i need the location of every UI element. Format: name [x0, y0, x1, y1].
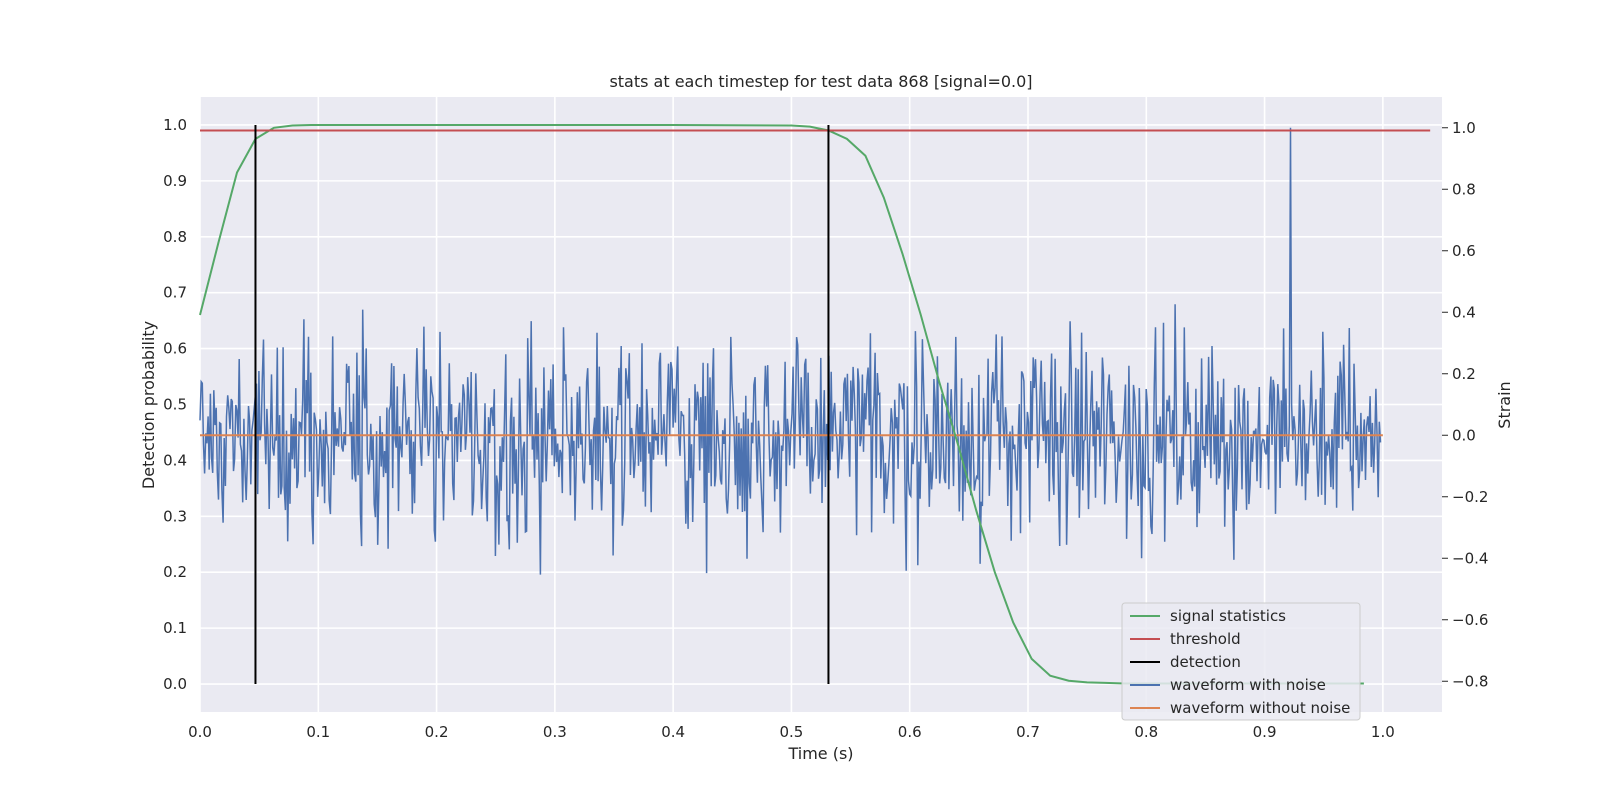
chart-title: stats at each timestep for test data 868…: [609, 72, 1032, 91]
legend-label-waveform-with-noise: waveform with noise: [1170, 676, 1326, 694]
x-tick-label: 0.1: [306, 723, 330, 741]
legend-label-waveform-without-noise: waveform without noise: [1170, 699, 1350, 717]
y2-tick-label: −0.4: [1452, 549, 1488, 567]
y-axis-label: Detection probability: [139, 321, 158, 489]
y-tick-label: 0.9: [163, 172, 187, 190]
legend-label-signal-statistics: signal statistics: [1170, 607, 1286, 625]
x-tick-label: 0.4: [661, 723, 685, 741]
y-tick-label: 1.0: [163, 116, 187, 134]
series-waveform-with-noise: [199, 127, 1382, 575]
x-tick-label: 0.8: [1134, 723, 1158, 741]
y2-axis-label: Strain: [1495, 381, 1514, 428]
y-tick-label: 0.4: [163, 451, 187, 469]
y-tick-label: 0.2: [163, 563, 187, 581]
series-signal-statistics: [199, 124, 1364, 685]
y-tick-label: 0.1: [163, 619, 187, 637]
legend-label-threshold: threshold: [1170, 630, 1241, 648]
y2-tick-label: −0.6: [1452, 611, 1488, 629]
y-tick-label: 0.7: [163, 284, 187, 302]
x-tick-label: 0.6: [898, 723, 922, 741]
y2-tick-label: 0.8: [1452, 180, 1476, 198]
series-layer: [199, 124, 1431, 685]
y-tick-label: 0.6: [163, 340, 187, 358]
x-tick-label: 0.0: [188, 723, 212, 741]
y2-tick-label: 1.0: [1452, 119, 1476, 137]
x-axis-label: Time (s): [787, 744, 853, 763]
legend-box: [1121, 602, 1361, 721]
legend: signal statistics threshold detection wa…: [1121, 602, 1361, 721]
y-tick-label: 0.8: [163, 228, 187, 246]
x-tick-label: 0.2: [425, 723, 449, 741]
grid: [199, 97, 1442, 712]
x-tick-label: 0.9: [1253, 723, 1277, 741]
y-tick-label: 0.5: [163, 396, 187, 414]
legend-label-detection: detection: [1170, 653, 1241, 671]
y2-tick-label: 0.0: [1452, 426, 1476, 444]
x-tick-label: 0.7: [1016, 723, 1040, 741]
x-tick-label: 0.5: [779, 723, 803, 741]
x-tick-label: 0.3: [543, 723, 567, 741]
y2-tick-label: 0.4: [1452, 303, 1476, 321]
y2-tick-label: −0.2: [1452, 488, 1488, 506]
axes: 0.0 0.1 0.2 0.3 0.4 0.5 0.6 0.7 0.8 0.9 1.0 0.0 0.1 0…: [163, 116, 1488, 741]
y2-tick-label: −0.8: [1452, 672, 1488, 690]
x-tick-label: 1.0: [1371, 723, 1395, 741]
y2-tick-label: 0.2: [1452, 365, 1476, 383]
y-tick-label: 0.3: [163, 507, 187, 525]
y-tick-label: 0.0: [163, 675, 187, 693]
y2-tick-label: 0.6: [1452, 242, 1476, 260]
